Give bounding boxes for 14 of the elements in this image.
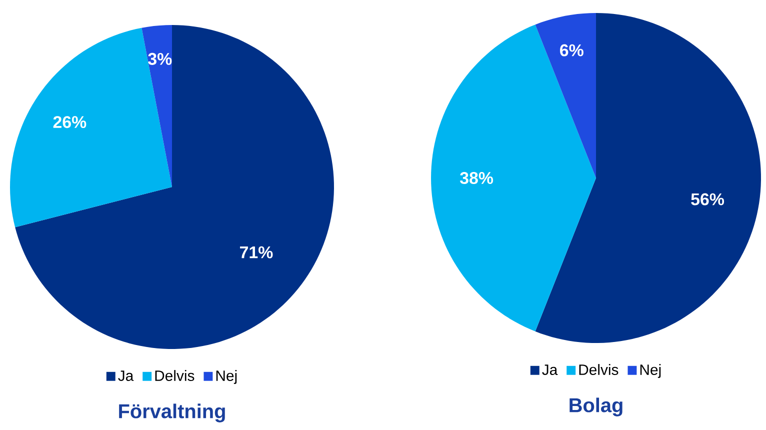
data-label: 38% bbox=[460, 172, 494, 184]
text: Bolag bbox=[570, 398, 622, 416]
data-label: 56% bbox=[691, 193, 724, 206]
legend-label: Nej bbox=[640, 364, 661, 378]
legend-label: Nej bbox=[216, 370, 237, 384]
legend-label: Ja bbox=[542, 364, 558, 376]
data-label: 71% bbox=[240, 246, 273, 258]
legend-label: Delvis bbox=[579, 364, 618, 376]
data-label: 6% bbox=[560, 44, 584, 56]
text: Förvaltning bbox=[119, 404, 225, 422]
data-label: 3% bbox=[148, 52, 172, 65]
data-label: 26% bbox=[53, 116, 86, 128]
legend-label: Ja bbox=[118, 370, 134, 381]
legend-label: Delvis bbox=[155, 370, 194, 381]
